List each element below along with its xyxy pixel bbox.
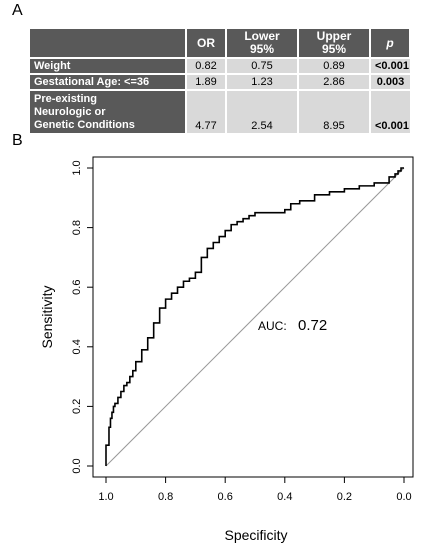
plot-frame — [92, 156, 414, 478]
y-tick-label: 0.0 — [71, 458, 83, 473]
auc-label: AUC: — [258, 319, 287, 333]
table-row: Gestational Age: <=36 1.89 1.23 2.86 0.0… — [30, 74, 410, 91]
table-row: Pre-existing Neurologic or Genetic Condi… — [30, 90, 410, 133]
y-tick-label: 0.2 — [71, 399, 83, 414]
p-value: <0.001 — [370, 58, 410, 75]
p-value: 0.003 — [370, 74, 410, 91]
lower-95-value: 0.75 — [226, 58, 299, 75]
or-value: 0.82 — [186, 58, 227, 75]
y-tick-label: 1.0 — [71, 160, 83, 175]
header-cell: p — [370, 29, 411, 59]
row-label: Pre-existing Neurologic or Genetic Condi… — [30, 90, 187, 133]
y-axis-label: Sensitivity — [39, 285, 55, 348]
x-tick-label: 1.0 — [98, 491, 113, 503]
or-value: 4.77 — [186, 90, 227, 133]
table-row: Weight 0.82 0.75 0.89 <0.001 — [30, 58, 410, 75]
reference-diagonal-line — [105, 167, 405, 467]
p-value: <0.001 — [370, 90, 410, 133]
odds-ratio-table: OR Lower 95% Upper 95% p Weight 0.82 0.7… — [30, 29, 411, 133]
upper-95-value: 0.89 — [298, 58, 371, 75]
y-tick-label: 0.4 — [71, 339, 83, 354]
panel-a-label: A — [12, 2, 23, 19]
row-label: Weight — [30, 58, 187, 75]
auc-value: 0.72 — [298, 317, 327, 334]
y-tick-label: 0.8 — [71, 220, 83, 235]
lower-95-value: 2.54 — [226, 90, 299, 133]
header-cell — [30, 29, 187, 59]
x-axis-label: Specificity — [224, 527, 287, 543]
roc-curve — [105, 167, 404, 466]
x-tick-label: 0.4 — [277, 491, 292, 503]
lower-95-value: 1.23 — [226, 74, 299, 91]
upper-95-value: 8.95 — [298, 90, 371, 133]
or-value: 1.89 — [186, 74, 227, 91]
header-cell: OR — [186, 29, 227, 59]
x-tick-label: 0.6 — [218, 491, 233, 503]
table-header-row: OR Lower 95% Upper 95% p — [30, 29, 411, 59]
upper-95-value: 2.86 — [298, 74, 371, 91]
header-cell: Upper 95% — [298, 29, 371, 59]
y-tick-label: 0.6 — [71, 280, 83, 295]
row-label-line: Neurologic or — [34, 105, 106, 118]
row-label-line: Genetic Conditions — [34, 118, 135, 131]
row-label: Gestational Age: <=36 — [30, 74, 187, 91]
x-tick-label: 0.8 — [158, 491, 173, 503]
x-tick-label: 0.2 — [337, 491, 352, 503]
panel-b-label: B — [12, 132, 23, 149]
y-axis: 0.0 0.2 0.4 0.6 0.8 1.0 — [71, 160, 93, 474]
header-cell: Lower 95% — [226, 29, 299, 59]
row-label-line: Pre-existing — [34, 92, 97, 105]
x-axis: 1.0 0.8 0.6 0.4 0.2 0.0 — [98, 477, 412, 503]
x-tick-label: 0.0 — [396, 491, 411, 503]
